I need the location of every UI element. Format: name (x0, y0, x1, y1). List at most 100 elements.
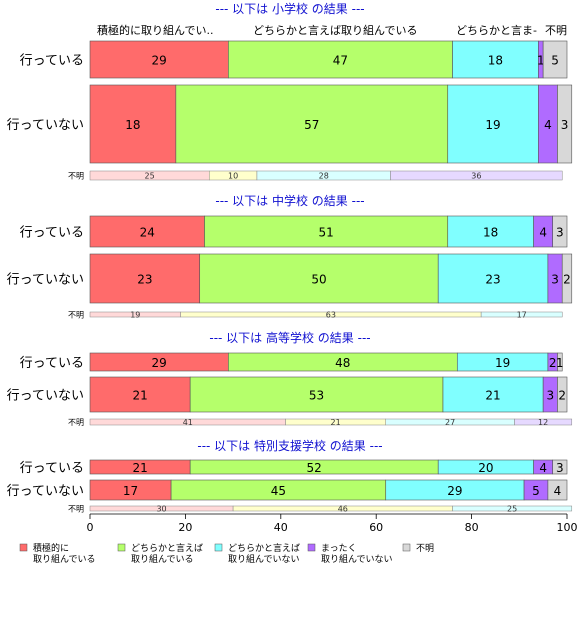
unknown-bar-segment (452, 505, 573, 512)
legend-label: どちらかと言えば (228, 542, 300, 554)
data-label: 57 (304, 118, 319, 132)
data-label: 51 (318, 226, 333, 240)
legend-swatch (19, 543, 28, 552)
legend-label: 積極的に (33, 542, 69, 554)
data-label: 3 (546, 389, 554, 403)
bar-segment (552, 215, 568, 248)
bar-segment (89, 215, 205, 248)
data-label: 20 (478, 461, 493, 475)
data-label: 23 (485, 273, 500, 287)
bar-segment (557, 352, 563, 372)
bar-segment (547, 479, 568, 501)
data-label: 50 (311, 273, 326, 287)
data-label: 23 (137, 273, 152, 287)
panel-title: --- 以下は 中学校 の結果 --- (215, 193, 364, 208)
unknown-row-label: 不明 (68, 505, 84, 514)
unknown-data-label: 41 (183, 418, 193, 427)
data-label: 19 (485, 118, 500, 132)
legend-swatch (307, 543, 316, 552)
x-tick-label: 20 (178, 521, 192, 534)
row-label: 行っていない (7, 484, 84, 499)
panel-title: --- 以下は 高等学校 の結果 --- (209, 330, 370, 345)
bar-segment (447, 84, 539, 164)
unknown-bar-segment (480, 311, 563, 318)
data-label: 19 (495, 356, 510, 370)
x-tick-label: 60 (369, 521, 383, 534)
unknown-data-label: 46 (338, 505, 348, 514)
unknown-row-label: 不明 (68, 418, 84, 427)
data-label: 5 (551, 54, 559, 68)
row-label: 行っている (20, 461, 84, 476)
panel-title: --- 以下は 小学校 の結果 --- (215, 1, 364, 16)
legend-label: 不明 (416, 543, 434, 554)
data-label: 21 (485, 389, 500, 403)
bar-segment (204, 215, 449, 248)
legend-label: まったく (321, 543, 357, 554)
legend-label: 取り組んでいる (33, 553, 96, 565)
row-label: 行っていない (7, 273, 84, 288)
data-label: 2 (563, 273, 571, 287)
bar-segment (442, 376, 544, 413)
x-tick-label: 100 (557, 521, 578, 534)
bar-segment (552, 459, 568, 475)
unknown-data-label: 27 (445, 418, 455, 427)
legend-label: 取り組んでいる (131, 553, 194, 565)
bar-segment (199, 253, 439, 304)
legend-swatch (402, 543, 411, 552)
data-label: 3 (561, 118, 569, 132)
row-label: 行っていない (7, 389, 84, 404)
data-label: 18 (488, 54, 503, 68)
bar-segment (175, 84, 449, 164)
data-label: 24 (140, 226, 155, 240)
unknown-row-label: 不明 (68, 311, 84, 320)
bar-segment (189, 376, 444, 413)
data-label: 4 (539, 226, 547, 240)
legend-swatch (214, 543, 223, 552)
bar-segment (557, 376, 568, 413)
data-label: 4 (539, 461, 547, 475)
top-category-label: 積極的に取り組んでい.. (97, 23, 213, 37)
data-label: 53 (309, 389, 324, 403)
bar-segment (557, 84, 573, 164)
unknown-data-label: 25 (507, 505, 517, 514)
unknown-data-label: 17 (517, 311, 527, 320)
unknown-data-label: 63 (326, 311, 336, 320)
data-label: 2 (558, 389, 566, 403)
x-tick-label: 0 (87, 521, 94, 534)
data-label: 4 (554, 484, 562, 498)
unknown-data-label: 30 (156, 505, 166, 514)
data-label: 3 (556, 226, 564, 240)
unknown-data-label: 36 (471, 172, 481, 181)
top-category-label: どちらかと言えば取り組んでいる (253, 24, 417, 37)
data-label: 18 (483, 226, 498, 240)
data-label: 45 (271, 484, 286, 498)
unknown-data-label: 21 (331, 418, 341, 427)
data-label: 18 (125, 118, 140, 132)
top-category-label: どちらかと言ま- (456, 24, 537, 37)
x-tick-label: 40 (274, 521, 288, 534)
legend-label: 取り組んでいない (321, 553, 393, 565)
bar-segment (452, 40, 539, 79)
unknown-data-label: 10 (228, 172, 238, 181)
data-label: 29 (152, 356, 167, 370)
data-label: 47 (333, 54, 348, 68)
row-label: 行っている (20, 54, 84, 69)
bar-segment (89, 376, 191, 413)
top-category-label: 不明 (545, 24, 567, 37)
data-label: 17 (123, 484, 138, 498)
unknown-row-label: 不明 (68, 172, 84, 181)
legend-label: 取り組んでいない (228, 553, 300, 565)
data-label: 21 (132, 389, 147, 403)
bar-segment (89, 84, 177, 164)
data-label: 3 (556, 461, 564, 475)
row-label: 行っている (20, 356, 84, 371)
data-label: 29 (447, 484, 462, 498)
bar-segment (89, 40, 229, 79)
data-label: 48 (335, 356, 350, 370)
data-label: 52 (307, 461, 322, 475)
data-label: 3 (551, 273, 559, 287)
bar-segment (447, 215, 534, 248)
data-label: 5 (532, 484, 540, 498)
unknown-bar-segment (514, 418, 573, 426)
x-tick-label: 80 (465, 521, 479, 534)
